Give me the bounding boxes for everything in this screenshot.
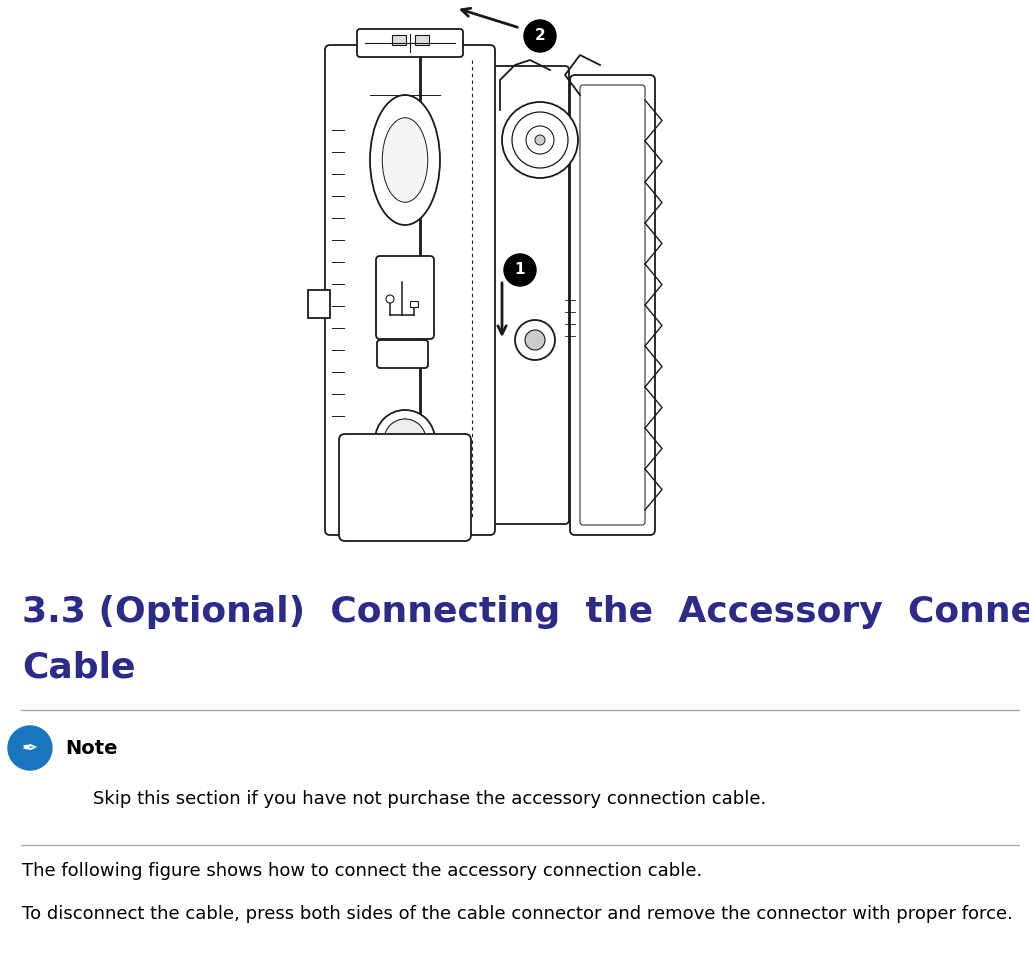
FancyBboxPatch shape	[357, 29, 463, 57]
Text: 1: 1	[514, 262, 525, 278]
FancyBboxPatch shape	[377, 340, 428, 368]
Text: The following figure shows how to connect the accessory connection cable.: The following figure shows how to connec…	[22, 862, 702, 880]
Text: ✒: ✒	[22, 739, 38, 758]
Circle shape	[514, 320, 555, 360]
Circle shape	[375, 410, 435, 470]
Circle shape	[525, 330, 545, 350]
Circle shape	[504, 254, 536, 286]
Text: Cable: Cable	[22, 650, 136, 684]
FancyBboxPatch shape	[325, 45, 495, 535]
Text: Skip this section if you have not purchase the accessory connection cable.: Skip this section if you have not purcha…	[70, 790, 767, 808]
Circle shape	[384, 419, 426, 461]
FancyBboxPatch shape	[580, 85, 645, 525]
Ellipse shape	[382, 118, 428, 202]
Circle shape	[524, 20, 556, 52]
Bar	[392, 35, 406, 45]
Circle shape	[535, 135, 545, 145]
Text: 3.3 (Optional)  Connecting  the  Accessory  Connection: 3.3 (Optional) Connecting the Accessory …	[22, 595, 1029, 629]
Bar	[308, 290, 330, 318]
Bar	[415, 35, 429, 45]
Ellipse shape	[370, 95, 440, 225]
Circle shape	[512, 112, 568, 168]
Text: To disconnect the cable, press both sides of the cable connector and remove the : To disconnect the cable, press both side…	[22, 905, 1013, 923]
Circle shape	[526, 126, 554, 154]
Circle shape	[502, 102, 578, 178]
Circle shape	[386, 295, 394, 303]
Text: 2: 2	[535, 29, 545, 43]
Bar	[410, 301, 418, 307]
FancyBboxPatch shape	[491, 66, 569, 524]
FancyBboxPatch shape	[339, 434, 471, 541]
FancyBboxPatch shape	[570, 75, 655, 535]
FancyBboxPatch shape	[376, 256, 434, 339]
Text: Note: Note	[65, 739, 117, 758]
Circle shape	[8, 726, 52, 770]
